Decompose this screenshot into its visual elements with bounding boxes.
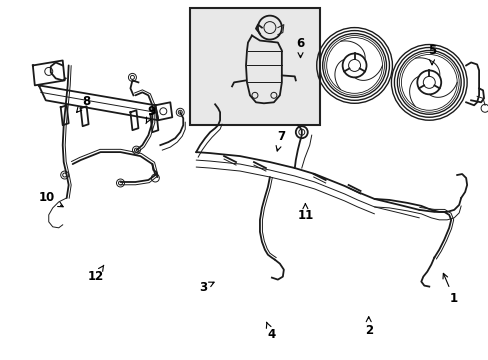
- Text: 8: 8: [77, 95, 90, 112]
- Text: 12: 12: [88, 265, 104, 283]
- Text: 1: 1: [442, 273, 457, 305]
- Text: 10: 10: [39, 192, 63, 207]
- Text: 7: 7: [276, 130, 285, 151]
- Text: 9: 9: [145, 105, 156, 123]
- Text: 11: 11: [297, 203, 313, 222]
- Text: 4: 4: [266, 322, 275, 341]
- Text: 5: 5: [427, 44, 435, 65]
- Text: 6: 6: [296, 37, 304, 58]
- Text: 3: 3: [199, 281, 214, 294]
- Text: 2: 2: [364, 317, 372, 337]
- FancyBboxPatch shape: [190, 8, 319, 125]
